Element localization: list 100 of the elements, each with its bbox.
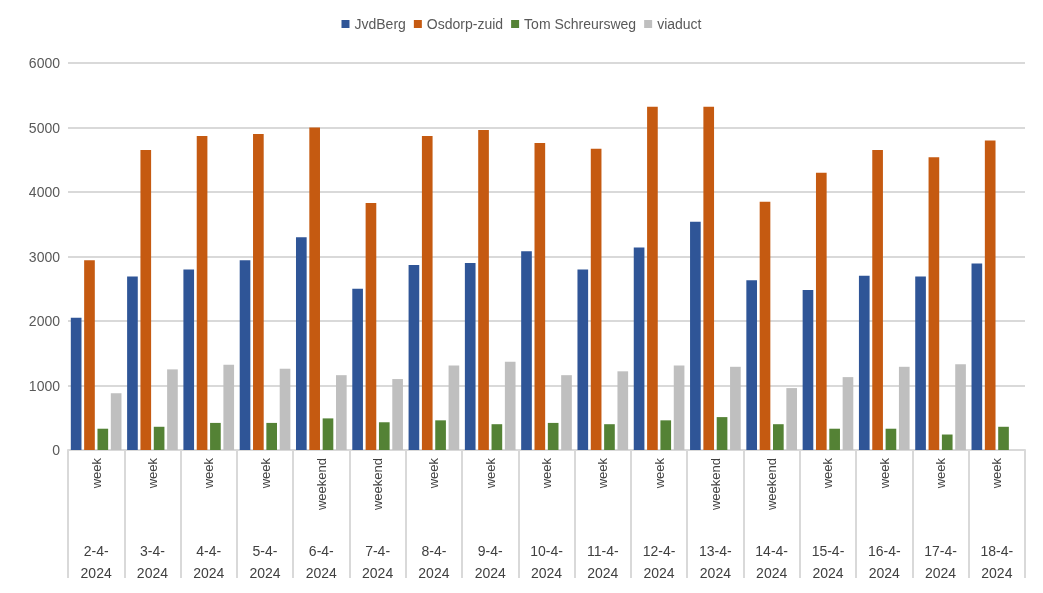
bar — [858, 275, 870, 450]
legend-label: viaduct — [657, 16, 702, 32]
x-tick-label: 10-4-2024 — [530, 543, 564, 581]
bar — [421, 135, 433, 450]
y-tick-label: 6000 — [28, 55, 61, 71]
x-tick-label: 6-4-2024 — [305, 543, 338, 581]
x-tick-label: 5-4-2024 — [249, 543, 281, 581]
x-tick-label: 8-4-2024 — [418, 543, 450, 581]
bar — [253, 133, 264, 450]
y-tick-label: 2000 — [28, 313, 61, 329]
bar — [84, 260, 95, 450]
bar — [309, 127, 320, 450]
bar — [408, 264, 420, 450]
bar — [478, 130, 489, 450]
bar — [617, 371, 629, 450]
bar — [547, 422, 559, 450]
y-tick-label: 1000 — [28, 377, 61, 394]
bar — [378, 422, 390, 450]
bar — [984, 140, 996, 450]
bar — [885, 428, 897, 450]
bar — [464, 262, 476, 450]
bar — [167, 369, 178, 450]
bar — [279, 368, 291, 450]
text: week — [933, 457, 949, 490]
bar — [673, 365, 685, 450]
bar — [690, 221, 701, 450]
bar — [815, 172, 827, 450]
bar — [786, 388, 798, 450]
bar — [295, 237, 307, 450]
x-tick-label: 11-4-2024 — [586, 543, 619, 581]
legend-label: JvdBerg — [354, 16, 406, 32]
x-tick-label: 17-4-2024 — [924, 543, 958, 581]
bar — [941, 434, 953, 450]
y-tick-label: 0 — [52, 442, 61, 458]
bar — [604, 424, 615, 450]
text: week — [820, 457, 836, 490]
bar — [127, 276, 138, 450]
bar — [435, 420, 446, 450]
text: weekend — [370, 458, 386, 512]
legend-label: Osdorp-zuid — [426, 16, 504, 32]
text: week — [144, 457, 160, 490]
bar — [322, 418, 334, 450]
bar — [239, 260, 251, 450]
bar — [352, 288, 363, 450]
text: week — [201, 457, 217, 490]
bar — [561, 375, 572, 450]
bar — [335, 375, 347, 450]
text: weekend — [707, 458, 723, 512]
text: week — [595, 457, 611, 490]
x-tick-label: 13-4-2024 — [699, 543, 733, 581]
bar — [210, 422, 221, 450]
bar — [955, 364, 966, 450]
bar — [448, 365, 460, 450]
x-tick-label: 2-4-2024 — [80, 543, 112, 581]
bar — [153, 426, 165, 450]
x-tick-label: 9-4-2024 — [474, 543, 506, 581]
bar — [577, 269, 589, 450]
bar — [716, 417, 728, 450]
text: week — [88, 457, 104, 490]
x-tick-label: 18-4-2024 — [980, 543, 1014, 581]
bar — [928, 157, 940, 450]
bar — [365, 202, 377, 450]
text: week — [876, 457, 892, 490]
bar — [590, 148, 602, 450]
bar — [491, 424, 503, 450]
text: weekend — [313, 458, 329, 512]
bar — [829, 428, 840, 450]
bar — [140, 150, 152, 450]
bar — [773, 424, 784, 450]
text: week — [539, 457, 554, 490]
text: week — [651, 457, 667, 490]
bar — [521, 251, 532, 450]
text: weekend — [764, 458, 780, 512]
x-tick-label: 3-4-2024 — [136, 543, 169, 581]
bar — [110, 393, 122, 450]
bar — [971, 263, 983, 450]
x-tick-label: 12-4-2024 — [642, 543, 676, 581]
text: week — [257, 457, 273, 490]
y-tick-label: 5000 — [28, 119, 61, 136]
text: week — [482, 457, 498, 490]
x-tick-label: 16-4-2024 — [867, 543, 901, 581]
bar — [915, 276, 926, 450]
bar — [872, 150, 883, 450]
bar — [898, 366, 910, 450]
bar — [730, 366, 741, 450]
bar — [633, 247, 645, 450]
bar — [504, 361, 516, 450]
bar — [998, 426, 1009, 450]
bar — [802, 290, 814, 450]
x-tick-label: 7-4-2024 — [362, 543, 394, 581]
y-tick-label: 3000 — [28, 248, 61, 265]
x-tick-label: 14-4-2024 — [755, 543, 789, 581]
bar — [703, 106, 715, 450]
bar — [392, 379, 403, 450]
x-tick-label: 4-4-2024 — [193, 543, 225, 581]
bar — [196, 135, 208, 450]
bar — [746, 280, 758, 450]
bar — [660, 420, 672, 450]
y-tick-label: 4000 — [28, 184, 61, 200]
bar — [70, 317, 82, 450]
